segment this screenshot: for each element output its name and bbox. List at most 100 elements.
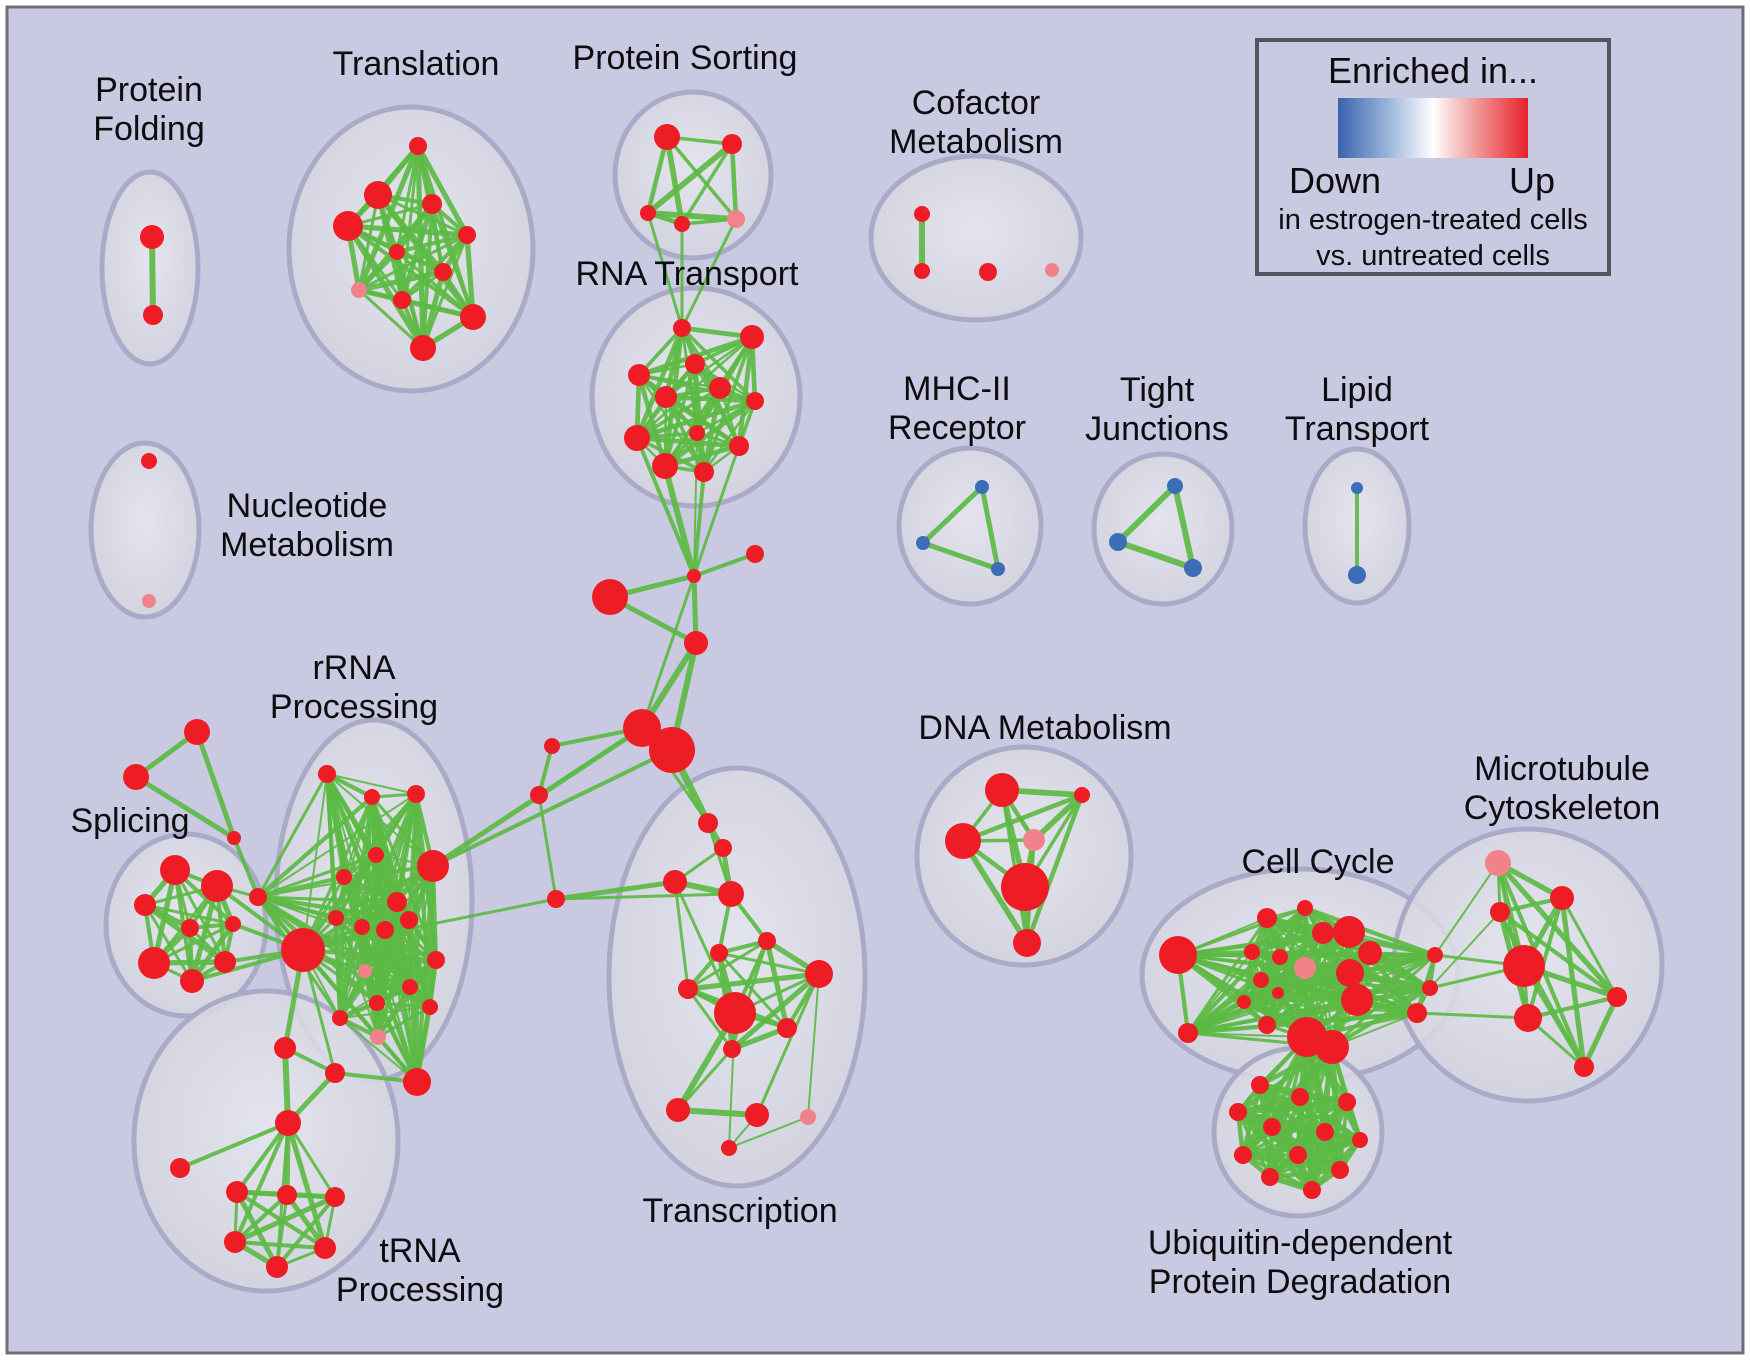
node[interactable]	[227, 831, 241, 845]
node[interactable]	[1348, 566, 1366, 584]
node[interactable]	[689, 425, 705, 441]
node[interactable]	[1341, 984, 1373, 1016]
node[interactable]	[214, 951, 236, 973]
node[interactable]	[225, 916, 241, 932]
node[interactable]	[364, 181, 392, 209]
node[interactable]	[655, 386, 677, 408]
node[interactable]	[544, 738, 560, 754]
node[interactable]	[1351, 482, 1363, 494]
node[interactable]	[249, 888, 267, 906]
node[interactable]	[746, 392, 764, 410]
node[interactable]	[201, 870, 233, 902]
node[interactable]	[687, 569, 701, 583]
node[interactable]	[714, 839, 732, 857]
node[interactable]	[140, 225, 164, 249]
node[interactable]	[721, 1140, 737, 1156]
node[interactable]	[458, 226, 476, 244]
node[interactable]	[1045, 263, 1059, 277]
node[interactable]	[1291, 1088, 1309, 1106]
node[interactable]	[1331, 1161, 1349, 1179]
node[interactable]	[1289, 1146, 1307, 1164]
node[interactable]	[460, 304, 486, 330]
node[interactable]	[277, 1185, 297, 1205]
node[interactable]	[1251, 1076, 1269, 1094]
node[interactable]	[678, 979, 698, 999]
node[interactable]	[800, 1109, 816, 1125]
node[interactable]	[673, 319, 691, 337]
node[interactable]	[1167, 478, 1183, 494]
node[interactable]	[274, 1037, 296, 1059]
node[interactable]	[325, 1063, 345, 1083]
node[interactable]	[369, 995, 385, 1011]
node[interactable]	[654, 124, 680, 150]
node[interactable]	[181, 919, 199, 937]
node[interactable]	[729, 436, 749, 456]
node[interactable]	[1407, 1003, 1427, 1023]
node[interactable]	[351, 282, 367, 298]
node[interactable]	[1333, 916, 1365, 948]
node[interactable]	[393, 291, 411, 309]
node[interactable]	[368, 847, 384, 863]
node[interactable]	[1159, 936, 1197, 974]
node[interactable]	[727, 210, 745, 228]
node[interactable]	[1338, 1093, 1356, 1111]
node[interactable]	[640, 205, 656, 221]
node[interactable]	[180, 969, 204, 993]
node[interactable]	[1263, 1118, 1281, 1136]
node[interactable]	[1001, 863, 1049, 911]
node[interactable]	[1074, 787, 1090, 803]
node[interactable]	[314, 1237, 336, 1259]
node[interactable]	[226, 1181, 248, 1203]
node[interactable]	[1023, 829, 1045, 851]
node[interactable]	[1312, 922, 1334, 944]
node[interactable]	[1422, 980, 1438, 996]
node[interactable]	[649, 727, 695, 773]
node[interactable]	[318, 765, 336, 783]
node[interactable]	[1490, 902, 1510, 922]
node[interactable]	[547, 890, 565, 908]
node[interactable]	[991, 562, 1005, 576]
node[interactable]	[624, 425, 650, 451]
node[interactable]	[134, 894, 156, 916]
node[interactable]	[358, 964, 372, 978]
node[interactable]	[663, 870, 687, 894]
node[interactable]	[623, 709, 661, 747]
node[interactable]	[389, 244, 405, 260]
node[interactable]	[184, 719, 210, 745]
node[interactable]	[141, 453, 157, 469]
node[interactable]	[985, 773, 1019, 807]
node[interactable]	[143, 305, 163, 325]
node[interactable]	[718, 881, 744, 907]
node[interactable]	[709, 377, 731, 399]
node[interactable]	[400, 911, 418, 929]
node[interactable]	[1607, 987, 1627, 1007]
node[interactable]	[666, 1098, 690, 1122]
node[interactable]	[746, 545, 764, 563]
node[interactable]	[1485, 850, 1511, 876]
node[interactable]	[1297, 900, 1313, 916]
node[interactable]	[142, 594, 156, 608]
node[interactable]	[1315, 1030, 1349, 1064]
node[interactable]	[674, 216, 690, 232]
node[interactable]	[1294, 957, 1316, 979]
node[interactable]	[336, 869, 352, 885]
node[interactable]	[170, 1158, 190, 1178]
node[interactable]	[916, 536, 930, 550]
node[interactable]	[1178, 1023, 1198, 1043]
node[interactable]	[745, 1103, 769, 1127]
node[interactable]	[1261, 1168, 1279, 1186]
node[interactable]	[1257, 908, 1277, 928]
node[interactable]	[1358, 941, 1382, 965]
node[interactable]	[354, 919, 370, 935]
node[interactable]	[805, 960, 833, 988]
node[interactable]	[722, 134, 742, 154]
node[interactable]	[333, 211, 363, 241]
node[interactable]	[138, 947, 170, 979]
node[interactable]	[652, 453, 678, 479]
node[interactable]	[694, 462, 714, 482]
node[interactable]	[427, 951, 445, 969]
node[interactable]	[328, 910, 344, 926]
node[interactable]	[123, 764, 149, 790]
node[interactable]	[530, 786, 548, 804]
node[interactable]	[402, 979, 418, 995]
